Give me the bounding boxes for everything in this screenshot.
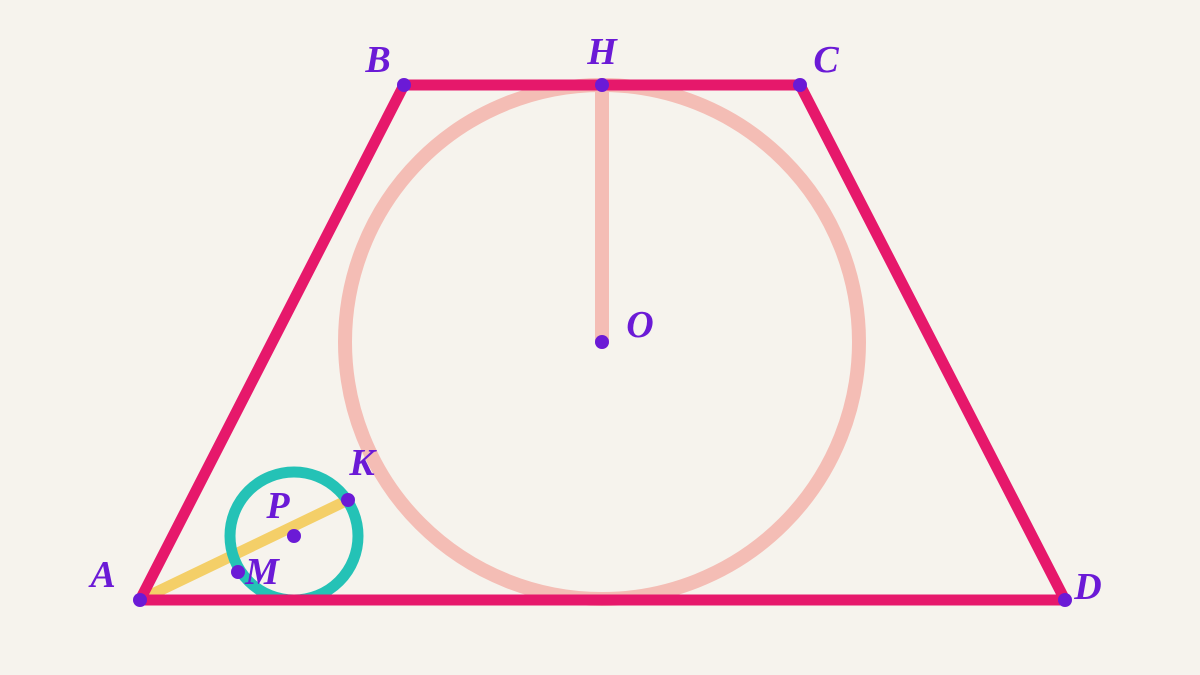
point-H (595, 78, 609, 92)
label-O: O (626, 303, 653, 347)
point-A (133, 593, 147, 607)
label-C: C (813, 38, 838, 82)
point-P (287, 529, 301, 543)
label-D: D (1074, 565, 1101, 609)
label-B: B (365, 38, 390, 82)
label-K: K (349, 441, 374, 485)
point-C (793, 78, 807, 92)
label-H: H (587, 30, 617, 74)
point-O (595, 335, 609, 349)
label-A: A (90, 553, 115, 597)
label-M: M (245, 550, 279, 594)
geometry-diagram: A B H C O K PM D (0, 0, 1200, 675)
diagram-svg (0, 0, 1200, 675)
point-D (1058, 593, 1072, 607)
point-K (341, 493, 355, 507)
point-M (231, 565, 245, 579)
label-P: P (266, 484, 289, 528)
point-B (397, 78, 411, 92)
